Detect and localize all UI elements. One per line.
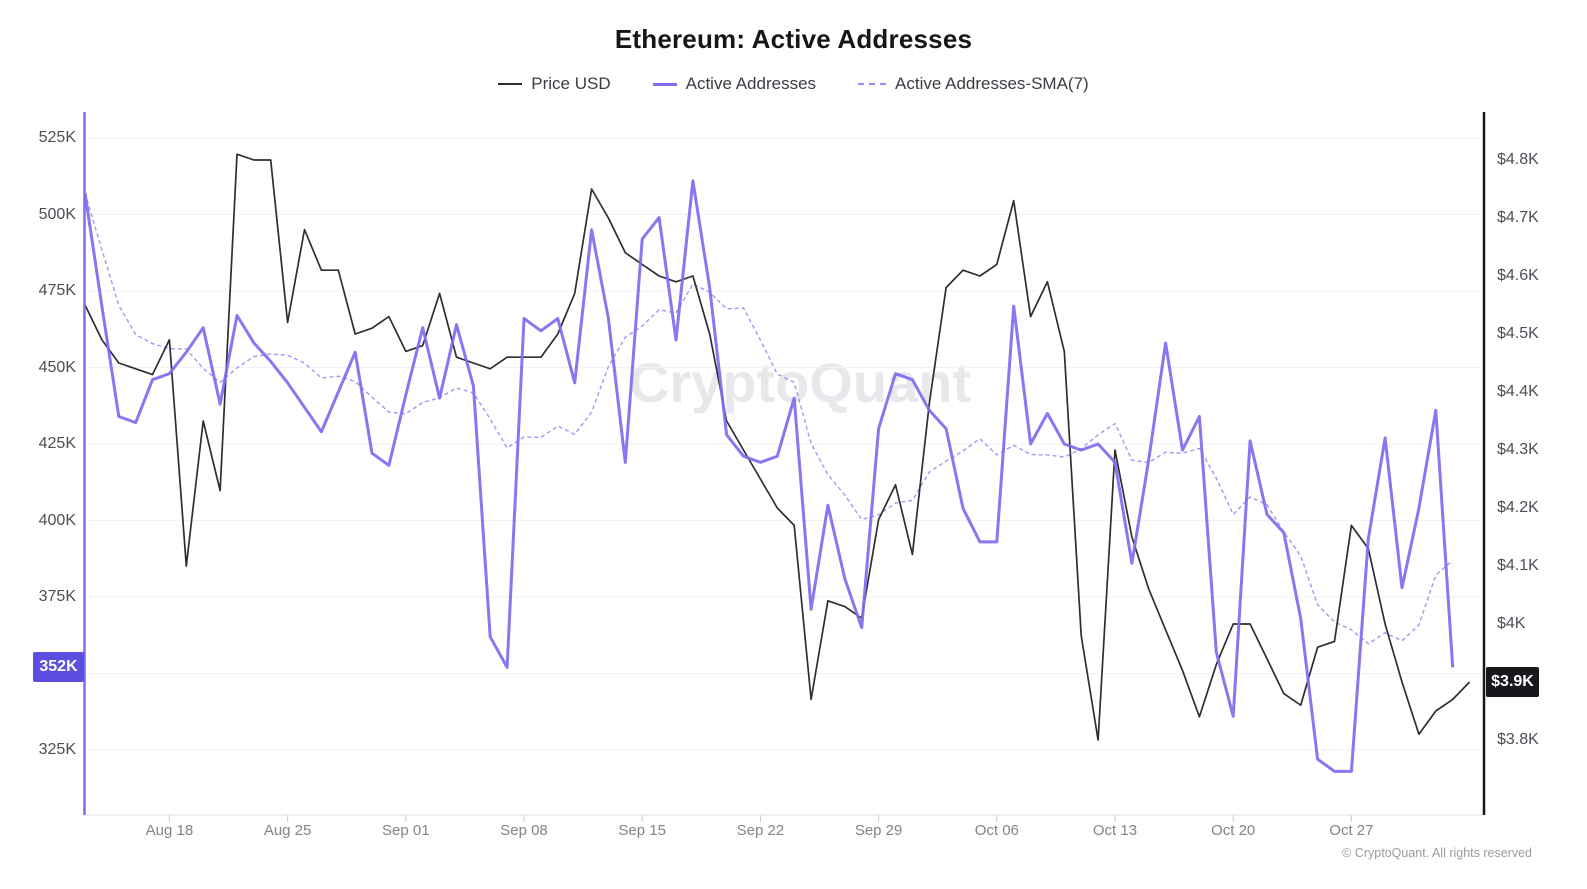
y-axis-label-left: 475K: [38, 282, 76, 299]
y-axis-label-left: 400K: [38, 511, 76, 529]
legend-item-price-usd[interactable]: Price USD: [498, 74, 611, 94]
y-axis-label-left: 450K: [38, 358, 76, 376]
legend-item-active-addresses[interactable]: Active Addresses: [652, 74, 817, 94]
y-axis-label-right: $4.8K: [1497, 151, 1539, 168]
x-axis-label: Sep 15: [618, 822, 666, 839]
x-axis-label: Sep 22: [736, 822, 785, 839]
x-axis-label: Aug 25: [263, 822, 312, 839]
x-axis-label: Oct 13: [1092, 822, 1138, 839]
y-axis-label-right: $4.6K: [1497, 267, 1539, 284]
y-axis-label-right: $4K: [1497, 615, 1526, 632]
x-axis-label: Sep 08: [500, 822, 548, 839]
legend-label: Active Addresses-SMA(7): [895, 74, 1089, 93]
y-axis-label-left: 525K: [38, 129, 76, 146]
legend-label: Price USD: [531, 74, 611, 93]
y-axis-label-left: 325K: [38, 741, 76, 758]
y-axis-label-left: 425K: [38, 435, 76, 452]
y-axis-label-right: $4.2K: [1497, 499, 1539, 516]
price-line-swatch-icon: [498, 83, 523, 85]
active-addresses-line-swatch-icon: [652, 82, 677, 86]
x-axis-label: Oct 27: [1329, 822, 1374, 839]
x-axis-label: Oct 06: [974, 822, 1019, 839]
x-axis-label: Sep 01: [382, 822, 430, 839]
legend: Price USD Active Addresses Active Addres…: [0, 74, 1587, 94]
y-axis-label-left: 500K: [38, 205, 76, 223]
legend-label: Active Addresses: [685, 74, 817, 93]
x-axis-label: Sep 29: [854, 822, 903, 839]
sma-line-swatch-icon: [858, 83, 887, 85]
y-axis-label-right: $4.3K: [1497, 441, 1539, 458]
x-axis-label: Aug 18: [145, 822, 194, 839]
y-axis-label-right: $4.7K: [1497, 209, 1539, 226]
current-price-badge: $3.9K: [1486, 667, 1539, 697]
x-axis-label: Oct 20: [1211, 822, 1256, 839]
y-axis-label-right: $3.8K: [1497, 731, 1539, 748]
y-axis-label-right: $4.1K: [1497, 557, 1539, 574]
copyright-notice: © CryptoQuant. All rights reserved: [1342, 846, 1532, 860]
page-title: Ethereum: Active Addresses: [614, 24, 973, 54]
y-axis-label-right: $4.4K: [1497, 383, 1539, 400]
current-active-addresses-badge: 352K: [33, 652, 84, 683]
legend-item-active-addresses-sma[interactable]: Active Addresses-SMA(7): [858, 74, 1089, 94]
y-axis-label-right: $4.5K: [1497, 325, 1539, 342]
y-axis-label-left: 375K: [38, 588, 76, 605]
